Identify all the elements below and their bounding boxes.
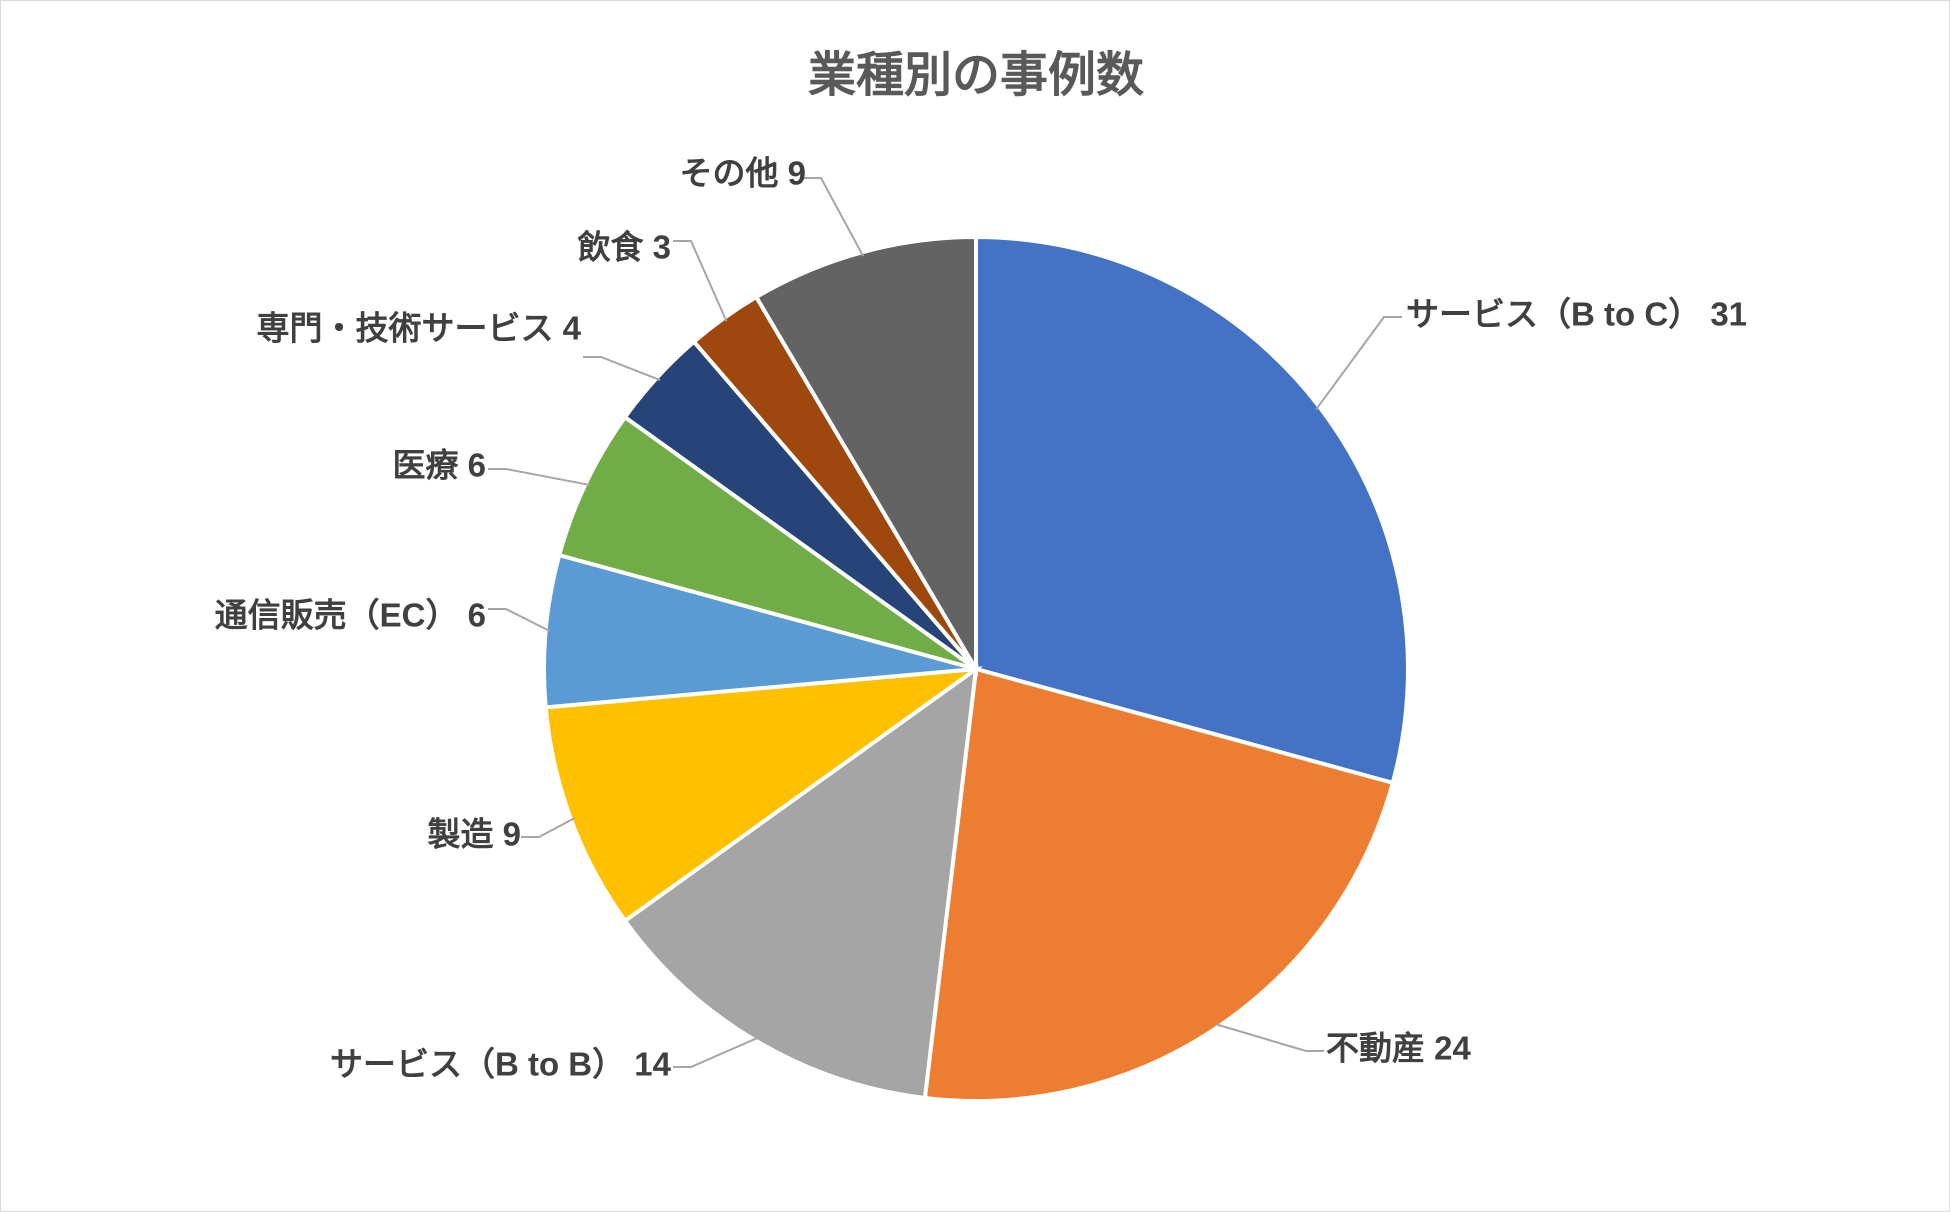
leader-line-4	[521, 817, 576, 838]
pie-slice-5	[542, 552, 977, 710]
chart-title: 業種別の事例数	[808, 49, 1144, 102]
pie-slice-2	[922, 666, 1396, 1104]
pie-slices	[542, 234, 1410, 1104]
pie-slice-1	[974, 234, 1410, 786]
data-label-5: 通信販売（EC） 6	[215, 597, 486, 634]
data-labels: サービス（B to C） 31 不動産 24 サービス（B to B） 14 製造 9…	[215, 155, 1747, 1083]
leader-line-6	[488, 468, 590, 486]
pie-slice-3	[622, 664, 979, 1101]
data-label-1: サービス（B to C） 31	[1406, 296, 1747, 333]
data-label-8: 飲食 3	[577, 229, 671, 266]
leader-line-5	[488, 608, 551, 632]
data-label-4: 製造 9	[427, 816, 521, 853]
leader-lines	[488, 177, 1402, 1068]
data-label-3: サービス（B to B） 14	[330, 1046, 672, 1083]
leader-line-3	[673, 1036, 759, 1068]
data-label-9: その他 9	[679, 155, 806, 192]
leader-line-2	[1214, 1023, 1324, 1052]
leader-line-9	[803, 177, 865, 257]
data-label-6: 医療 6	[392, 447, 486, 484]
leader-line-1	[1315, 316, 1402, 410]
leader-line-8	[673, 240, 728, 322]
data-label-7: 専門・技術サービス 4	[256, 310, 581, 347]
data-label-2: 不動産 24	[1326, 1030, 1472, 1067]
leader-line-7	[583, 356, 661, 382]
